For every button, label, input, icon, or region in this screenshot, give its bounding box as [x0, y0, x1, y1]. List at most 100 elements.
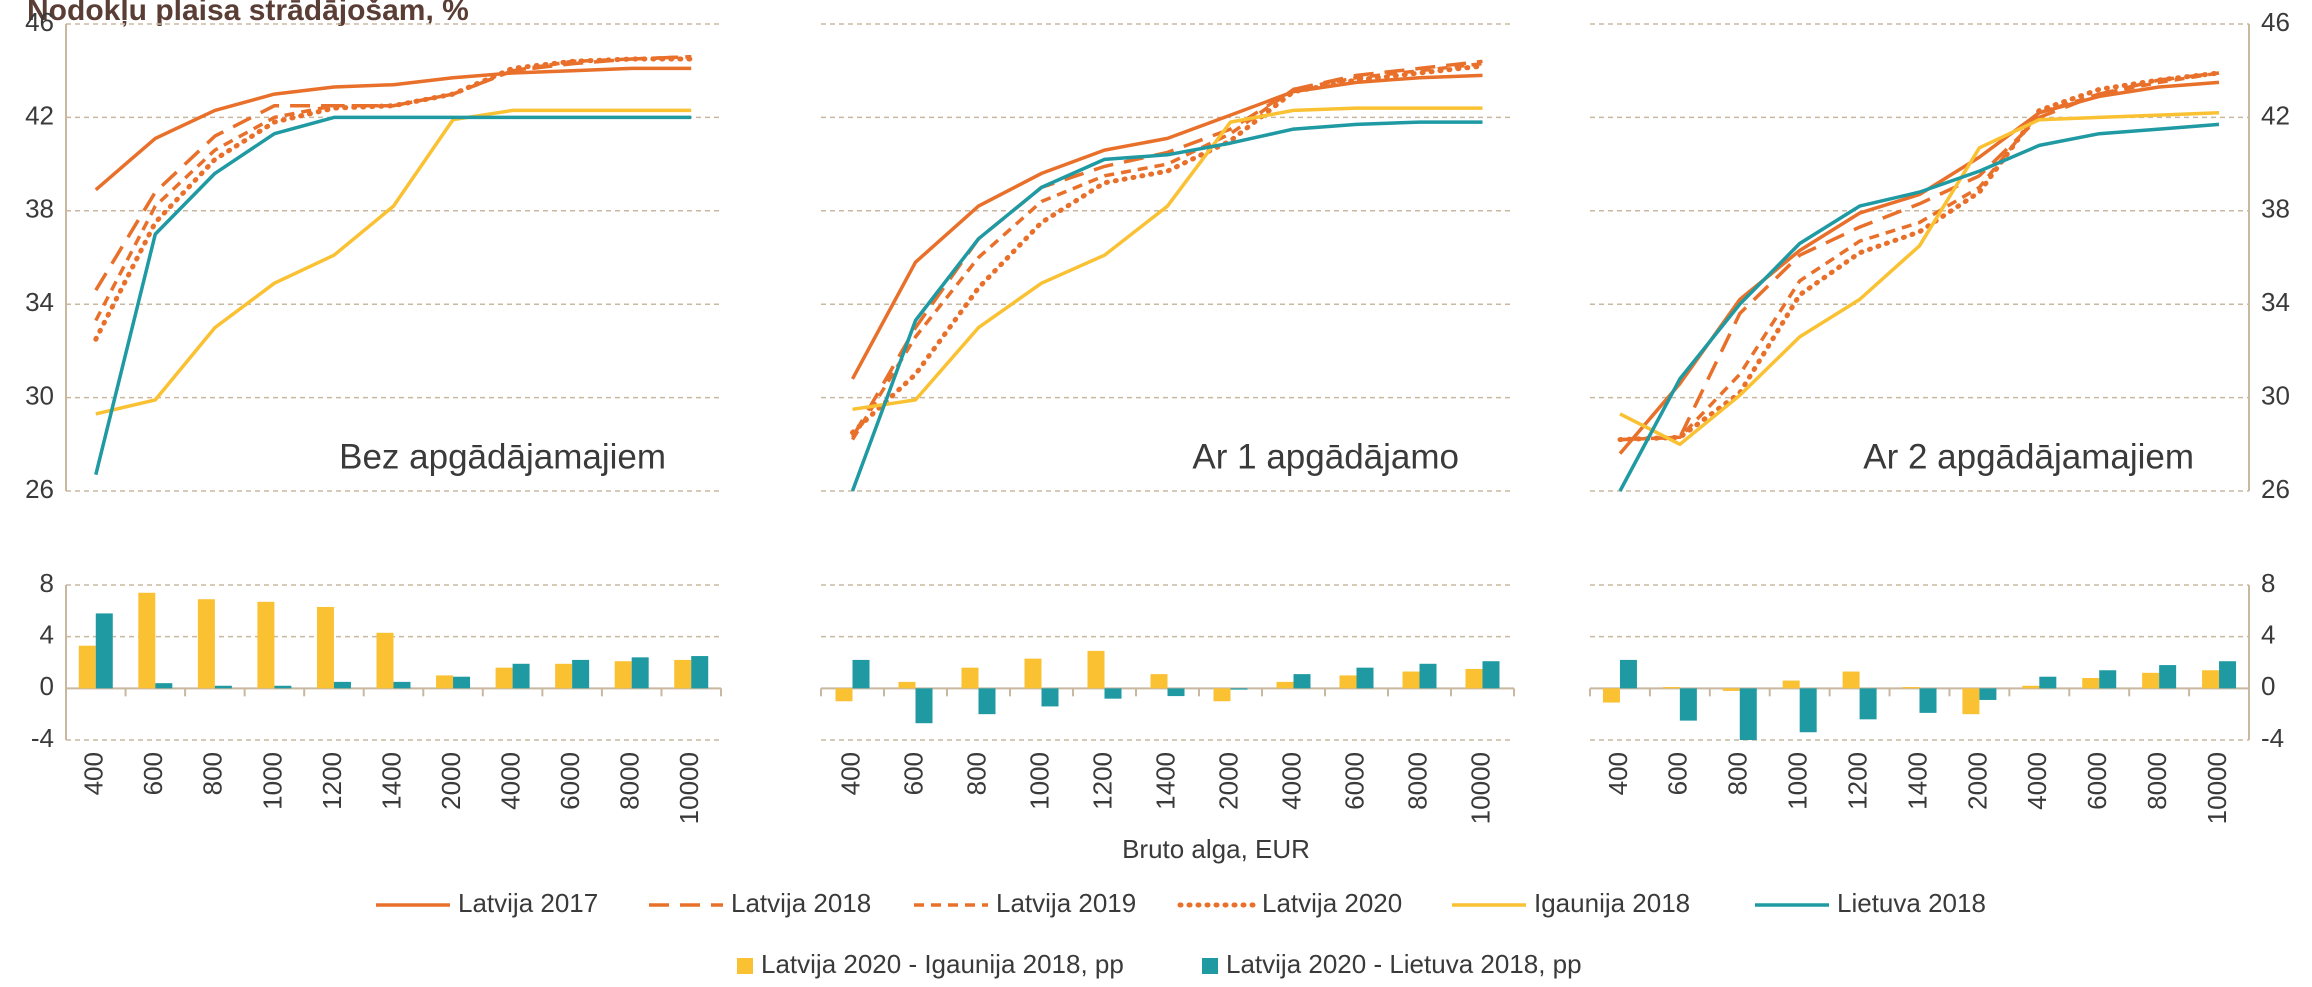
bar: [333, 681, 351, 689]
bar: [961, 667, 979, 689]
bar: [1619, 659, 1637, 689]
bar: [1782, 680, 1800, 689]
bar: [614, 661, 632, 689]
bar: [1465, 668, 1483, 689]
x-tick-label: 400: [835, 752, 865, 795]
x-tick-label: 4000: [495, 752, 525, 810]
legend-label: Latvija 2018: [731, 888, 871, 918]
y-tick-label: 30: [25, 380, 54, 410]
x-tick-label: 600: [898, 752, 928, 795]
bar: [1087, 650, 1105, 689]
x-tick-label: 1000: [257, 752, 287, 810]
bar: [453, 676, 471, 689]
x-tick-label: 1400: [1902, 752, 1932, 810]
line-series: [94, 54, 692, 322]
bar: [1402, 671, 1420, 689]
bar: [1356, 667, 1374, 689]
bar: [1919, 688, 1937, 713]
bar: [1339, 675, 1357, 689]
x-tick-label: 400: [1603, 752, 1633, 795]
bar: [2039, 676, 2057, 689]
x-tick-label: 8000: [1402, 752, 1432, 810]
y-tick-label: 34: [2261, 287, 2290, 317]
bar: [257, 601, 275, 689]
x-tick-label: 1400: [1150, 752, 1180, 810]
bar: [155, 683, 173, 689]
y-tick-label: 0: [40, 671, 54, 701]
y-tick-label: 8: [40, 568, 54, 598]
bar: [2142, 672, 2160, 689]
legend-label: Latvija 2020 - Igaunija 2018, pp: [761, 949, 1124, 979]
y-tick-label: 26: [2261, 474, 2290, 504]
bar: [555, 663, 573, 689]
bar: [1230, 688, 1248, 690]
line-series: [1619, 71, 2220, 442]
bar: [1276, 681, 1294, 689]
bar: [631, 657, 649, 689]
bar: [915, 688, 933, 724]
x-tick-label: 800: [961, 752, 991, 795]
bar: [852, 659, 870, 689]
bar: [1482, 661, 1500, 689]
line-series: [852, 106, 1483, 412]
line-series: [94, 66, 692, 192]
y-tick-label: -4: [2261, 723, 2284, 753]
x-tick-label: 2000: [436, 752, 466, 810]
bar: [1024, 658, 1042, 689]
bar: [1679, 688, 1697, 721]
x-tick-label: 1000: [1024, 752, 1054, 810]
legend-swatch: [1202, 958, 1218, 974]
bar: [1104, 688, 1122, 699]
y-tick-label: 30: [2261, 380, 2290, 410]
legend-label: Latvija 2019: [996, 888, 1136, 918]
line-series: [850, 73, 1483, 380]
bar: [376, 632, 394, 689]
panel-label: Bez apgādājamajiem: [339, 437, 666, 476]
chart-title: Nodokļu plaisa strādājošam, %: [27, 0, 469, 27]
x-axis-label: Bruto alga, EUR: [1122, 834, 1310, 864]
legend-label: Latvija 2020: [1262, 888, 1402, 918]
line-series: [95, 108, 692, 416]
x-tick-label: 400: [79, 752, 109, 795]
bar: [274, 685, 292, 689]
line-series: [1619, 71, 2220, 442]
bar: [95, 613, 113, 689]
x-tick-label: 1000: [1783, 752, 1813, 810]
bar: [1041, 688, 1059, 707]
bar: [674, 659, 692, 689]
legend-label: Latvija 2017: [458, 888, 598, 918]
bar: [1167, 688, 1185, 697]
bar: [78, 645, 96, 689]
bar: [1799, 688, 1817, 733]
bar: [2219, 661, 2237, 689]
bar: [2082, 678, 2100, 689]
bar: [1602, 688, 1620, 703]
x-tick-label: 1400: [376, 752, 406, 810]
line-series: [94, 54, 692, 292]
bar: [1419, 663, 1437, 689]
bar: [2202, 670, 2220, 689]
bar: [214, 685, 232, 689]
bar: [1979, 688, 1997, 700]
bar: [1722, 688, 1740, 691]
x-tick-label: 4000: [1276, 752, 1306, 810]
x-tick-label: 2000: [1962, 752, 1992, 810]
bar: [1662, 687, 1680, 689]
x-tick-label: 6000: [2082, 752, 2112, 810]
line-series: [1619, 110, 2220, 447]
bar: [572, 659, 590, 689]
legend-label: Igaunija 2018: [1534, 888, 1690, 918]
x-tick-label: 800: [198, 752, 228, 795]
bar: [2022, 685, 2040, 689]
panel-label: Ar 2 apgādājamajiem: [1863, 437, 2194, 476]
panel-label: Ar 1 apgādājamo: [1192, 437, 1459, 476]
legend-label: Lietuva 2018: [1837, 888, 1986, 918]
x-tick-label: 10000: [2202, 752, 2232, 824]
legend-label: Latvija 2020 - Lietuva 2018, pp: [1226, 949, 1582, 979]
x-tick-label: 8000: [615, 752, 645, 810]
x-tick-label: 600: [1663, 752, 1693, 795]
bar: [691, 656, 709, 689]
y-tick-label: 46: [25, 7, 54, 37]
bar: [1293, 674, 1311, 689]
